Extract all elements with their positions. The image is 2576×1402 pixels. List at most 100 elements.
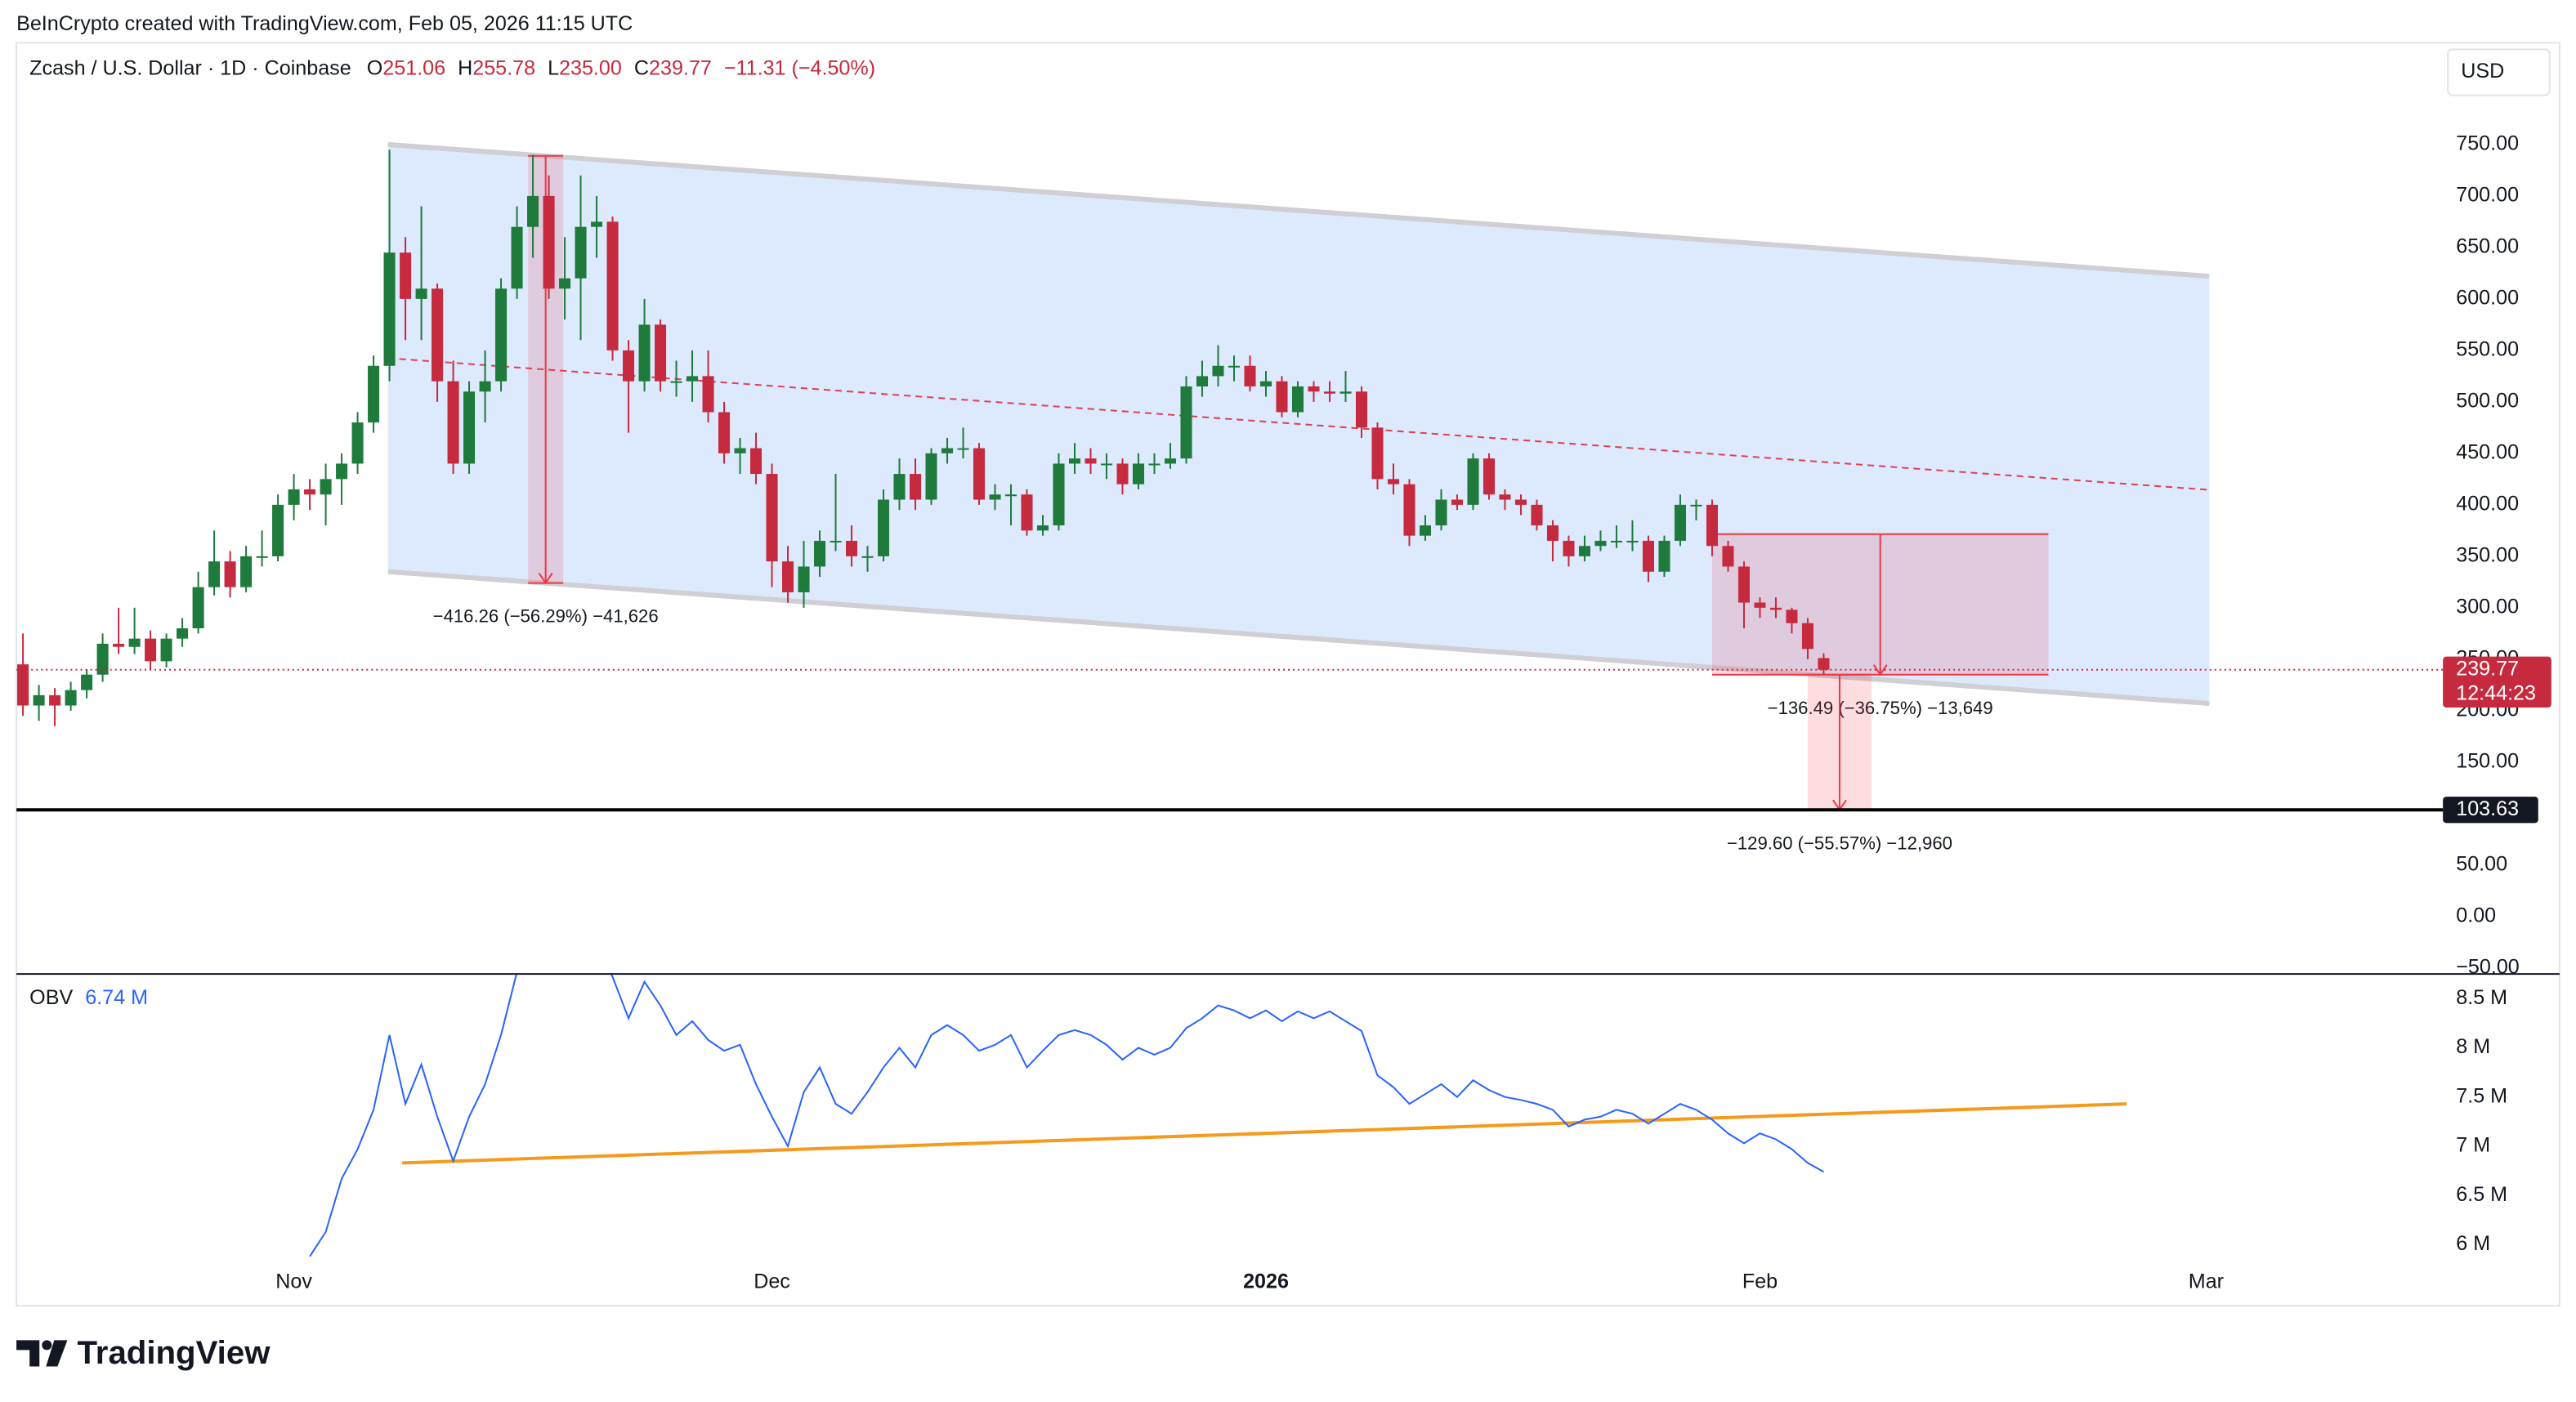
x-tick-label: Dec	[754, 1270, 790, 1293]
candle-body	[1546, 525, 1559, 541]
legend: Zcash / U.S. Dollar · 1D · Coinbase O251…	[29, 56, 875, 79]
candle-body	[941, 448, 954, 453]
footer-logo: TradingView	[16, 1334, 271, 1371]
candle-body	[1403, 484, 1415, 536]
candle-body	[1594, 540, 1607, 547]
candle-body	[1499, 494, 1511, 500]
candle-body	[814, 540, 826, 567]
candle-body	[96, 643, 109, 675]
candle-body	[1355, 391, 1368, 428]
candle-body	[1642, 540, 1654, 572]
candle-body	[288, 489, 300, 505]
y-tick-label: 500.00	[2456, 390, 2519, 413]
candle-body	[240, 556, 253, 587]
candle-body	[113, 643, 125, 647]
candle-body	[432, 288, 444, 382]
high-letter: H	[458, 56, 472, 79]
candle-body	[543, 195, 555, 289]
y-tick-label: 600.00	[2456, 287, 2519, 310]
candle-body	[192, 587, 204, 629]
candle-body	[830, 540, 842, 542]
candle-body	[49, 694, 61, 706]
obv-title: OBV	[29, 986, 73, 1009]
candle-body	[957, 448, 969, 450]
candle-body	[272, 504, 284, 556]
obv-tick-label: 6.5 M	[2456, 1183, 2507, 1206]
candle-body	[1339, 391, 1352, 394]
candle-body	[1435, 499, 1447, 526]
candle-body	[1467, 458, 1479, 505]
measure-arrowhead	[1872, 664, 1888, 676]
open-letter: O	[367, 56, 383, 79]
candle-body	[1690, 504, 1702, 507]
y-tick-label: 550.00	[2456, 338, 2519, 361]
measure-label: −416.26 (−56.29%) −41,626	[433, 606, 659, 627]
y-tick-label: 300.00	[2456, 595, 2519, 618]
y-tick-label: 50.00	[2456, 852, 2507, 875]
close-letter: C	[634, 56, 649, 79]
candle-body	[798, 566, 810, 592]
high-value: 255.78	[472, 56, 535, 79]
candle-body	[81, 674, 93, 690]
obv-line	[309, 974, 1824, 1257]
candle-body	[1658, 540, 1670, 572]
candle-body	[1276, 381, 1288, 413]
obv-value: 6.74 M	[85, 986, 148, 1009]
candle-body	[1085, 458, 1097, 464]
obv-tick-label: 8 M	[2456, 1035, 2490, 1058]
obv-tick-label: 6 M	[2456, 1232, 2490, 1255]
candle-body	[846, 540, 858, 556]
obv-tick-label: 7.5 M	[2456, 1084, 2507, 1107]
candle-body	[1722, 546, 1734, 567]
candle-body	[1036, 525, 1049, 531]
candle-body	[351, 422, 364, 464]
candle-body	[1053, 463, 1065, 526]
currency-box[interactable]	[2447, 48, 2551, 96]
candle-body	[336, 463, 348, 480]
candle-body	[1531, 504, 1543, 526]
candle-body	[989, 494, 1001, 500]
candle-body	[1132, 463, 1145, 484]
candle-body	[638, 324, 651, 382]
candle-body	[479, 381, 491, 392]
header-credit: BeInCrypto created with TradingView.com,…	[16, 12, 633, 35]
level-box	[2443, 797, 2538, 824]
candle-body	[415, 288, 427, 299]
candle-body	[1021, 494, 1033, 531]
measure-label: −136.49 (−36.75%) −13,649	[1768, 698, 1993, 718]
candle-body	[1626, 540, 1639, 542]
candle-body	[623, 350, 635, 382]
candle-body	[973, 448, 986, 500]
candle-body	[495, 288, 508, 382]
candle-body	[1100, 463, 1113, 466]
obv-trendline	[402, 1102, 2127, 1165]
candle-body	[734, 448, 746, 453]
candle-body	[686, 376, 699, 382]
candle-body	[463, 391, 476, 464]
candle-body	[1259, 381, 1272, 386]
candle-body	[606, 221, 619, 350]
y-tick-label: 750.00	[2456, 132, 2519, 155]
obv-legend: OBV 6.74 M	[29, 986, 148, 1009]
candle-body	[145, 638, 157, 662]
candle-body	[1212, 365, 1224, 377]
y-tick-label: 700.00	[2456, 184, 2519, 207]
candle-body	[1818, 658, 1830, 670]
candle-body	[925, 453, 937, 500]
candle-body	[1451, 499, 1464, 505]
x-tick-label: Mar	[2189, 1270, 2224, 1293]
measure-arrowhead	[538, 572, 553, 585]
candle-body	[910, 474, 922, 500]
y-tick-label: 0.00	[2456, 904, 2496, 926]
chart-frame	[16, 42, 2560, 1307]
obv-tick-label: 7 M	[2456, 1134, 2490, 1157]
candle-body	[861, 556, 874, 558]
y-tick-label: 150.00	[2456, 749, 2519, 772]
candle-body	[718, 412, 731, 453]
candle-body	[1180, 386, 1192, 459]
candle-body	[400, 252, 412, 299]
candle-body	[1148, 463, 1161, 466]
currency[interactable]: USD	[2461, 60, 2504, 83]
candle-body	[1754, 602, 1766, 608]
